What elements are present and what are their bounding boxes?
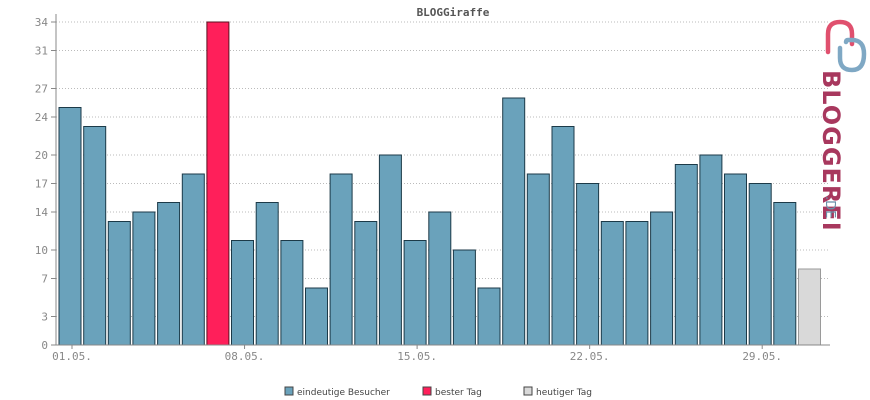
legend-label: eindeutige Besucher (297, 388, 390, 398)
logo-wordmark: BLOGGEREI (817, 70, 845, 232)
x-tick-label: 08.05. (225, 350, 265, 363)
legend-swatch (284, 386, 294, 396)
legend-label: bester Tag (435, 388, 482, 398)
legend-swatch (523, 386, 533, 396)
bar-visitor (477, 287, 501, 346)
bar-visitor (181, 173, 205, 346)
y-tick-label: 20 (35, 149, 48, 162)
bar-best (206, 21, 230, 346)
y-axis-ticks: 0 3 7 10 14 17 20 24 27 31 34 (35, 16, 56, 352)
bar-visitor (58, 107, 82, 346)
y-tick-label: 0 (41, 339, 48, 352)
logo-icon-pink (825, 19, 855, 55)
y-tick-label: 27 (35, 83, 48, 96)
bar-visitor (378, 154, 402, 346)
bar-today (798, 268, 821, 346)
legend-swatch (422, 386, 432, 396)
bar-visitor (107, 221, 131, 346)
bar-visitor (132, 211, 156, 346)
axes (55, 14, 830, 346)
y-tick-label: 7 (41, 273, 48, 286)
legend: eindeutige Besucher bester Tag heutiger Ta… (284, 386, 592, 398)
y-tick-label: 14 (35, 206, 49, 219)
x-tick-label: 22.05. (570, 350, 610, 363)
bar-visitor (773, 202, 797, 346)
x-axis-ticks: 01.05. 08.05. 15.05. 22.05. 29.05. (52, 345, 782, 363)
bar-visitor (231, 240, 254, 346)
bar-visitor (600, 221, 624, 346)
bar-visitor (280, 240, 304, 346)
bars (58, 21, 821, 346)
x-tick-label: 01.05. (52, 350, 92, 363)
y-tick-label: 24 (35, 111, 49, 124)
bar-visitor (699, 154, 723, 346)
bar-visitor (526, 173, 550, 346)
bar-visitor (748, 183, 772, 346)
bar-visitor (452, 249, 476, 346)
x-tick-label: 29.05. (742, 350, 782, 363)
y-tick-label: 31 (35, 45, 48, 58)
bar-visitor (83, 126, 107, 346)
bar-visitor (354, 221, 378, 346)
y-tick-label: 17 (35, 178, 48, 191)
bar-visitor (502, 97, 526, 346)
bar-visitor (576, 183, 600, 346)
x-tick-label: 15.05. (397, 350, 437, 363)
bar-visitor (157, 202, 181, 346)
bar-visitor (403, 240, 427, 346)
bar-visitor (329, 173, 353, 346)
logo-domain-suffix: .DE (822, 196, 837, 218)
bar-visitor (625, 221, 649, 346)
logo-icon-blue (837, 37, 867, 73)
y-tick-label: 34 (35, 16, 49, 29)
bar-visitor (650, 211, 674, 346)
bloggerei-logo: BLOGGEREI .DE (817, 19, 867, 232)
bar-visitor (551, 126, 575, 346)
bar-visitor (674, 164, 698, 346)
bar-visitor (428, 211, 452, 346)
bar-visitor (724, 173, 747, 346)
y-tick-label: 3 (41, 311, 48, 324)
chart-title: BLOGGiraffe (417, 6, 490, 19)
bar-visitor (305, 287, 328, 346)
bar-visitor (255, 202, 279, 346)
y-tick-label: 10 (35, 244, 48, 257)
legend-label: heutiger Tag (536, 388, 592, 398)
